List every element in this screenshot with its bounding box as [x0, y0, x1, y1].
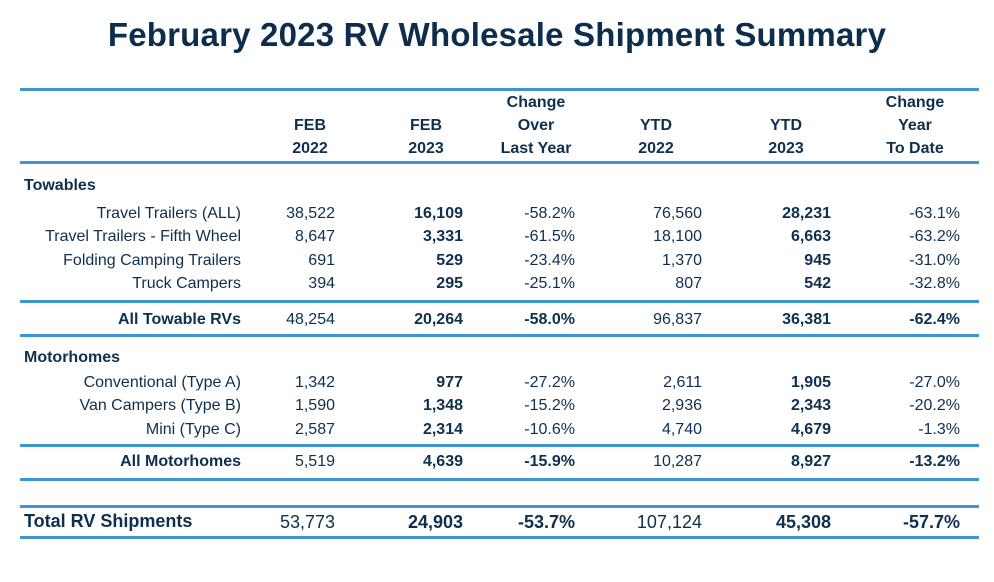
table-cell: -15.2% — [524, 397, 575, 414]
column-header: Year — [898, 117, 932, 134]
table-cell: 8,647 — [294, 228, 335, 245]
subtotal-cell: 10,287 — [653, 453, 702, 470]
table-cell: -10.6% — [524, 421, 575, 438]
section-heading: Towables — [24, 177, 96, 194]
row-label: Travel Trailers (ALL) — [96, 205, 241, 222]
subtotal-cell: -62.4% — [909, 311, 960, 328]
table-cell: -20.2% — [909, 397, 960, 414]
table-cell: 945 — [804, 252, 831, 269]
table-cell: -63.2% — [909, 228, 960, 245]
subtotal-cell: 5,519 — [294, 453, 335, 470]
column-header: 2022 — [292, 140, 328, 157]
row-label: Truck Campers — [132, 275, 241, 292]
towables-subtotal-top-rule — [20, 300, 979, 303]
towables-subtotal-bottom-rule — [20, 334, 979, 337]
subtotal-label: All Towable RVs — [118, 311, 241, 328]
subtotal-cell: 4,639 — [422, 453, 463, 470]
table-cell: -27.0% — [909, 374, 960, 391]
row-label: Conventional (Type A) — [83, 374, 241, 391]
subtotal-label: All Motorhomes — [120, 453, 241, 470]
table-cell: 2,314 — [422, 421, 463, 438]
column-header: YTD — [770, 117, 802, 134]
column-header: FEB — [410, 117, 442, 134]
row-label: Folding Camping Trailers — [63, 252, 241, 269]
row-label: Mini (Type C) — [145, 421, 241, 438]
column-header: Change — [506, 94, 566, 111]
grand-total-cell: -53.7% — [517, 512, 575, 532]
grand-total-cell: 45,308 — [775, 512, 831, 532]
table-cell: 295 — [436, 275, 463, 292]
column-header: YTD — [640, 117, 672, 134]
table-cell: 18,100 — [653, 228, 702, 245]
grand-total-label: Total RV Shipments — [24, 511, 193, 531]
table-cell: 529 — [436, 252, 463, 269]
row-label: Travel Trailers - Fifth Wheel — [45, 228, 241, 245]
table-cell: -1.3% — [918, 421, 960, 438]
subtotal-cell: 8,927 — [790, 453, 831, 470]
table-cell: -58.2% — [524, 205, 575, 222]
subtotal-cell: 48,254 — [286, 311, 335, 328]
grand-total-cell: -57.7% — [902, 512, 960, 532]
subtotal-cell: -13.2% — [909, 453, 960, 470]
table-cell: 2,343 — [790, 397, 831, 414]
table-cell: 3,331 — [422, 228, 463, 245]
table-cell: 4,740 — [661, 421, 702, 438]
column-header: Change — [885, 94, 945, 111]
table-cell: -61.5% — [524, 228, 575, 245]
subtotal-cell: -15.9% — [524, 453, 575, 470]
motorhomes-subtotal-top-rule — [20, 444, 979, 447]
table-cell: 2,936 — [661, 397, 702, 414]
table-cell: 2,587 — [294, 421, 335, 438]
table-cell: 2,611 — [663, 374, 702, 391]
table-cell: -27.2% — [524, 374, 575, 391]
table-cell: 6,663 — [790, 228, 831, 245]
table-cell: 977 — [436, 374, 463, 391]
subtotal-cell: 20,264 — [414, 311, 463, 328]
column-header: Last Year — [500, 140, 572, 157]
table-cell: -32.8% — [909, 275, 960, 292]
section-heading: Motorhomes — [24, 349, 120, 366]
header-bottom-rule — [20, 161, 979, 164]
table-cell: 1,370 — [661, 252, 702, 269]
grand-total-cell: 24,903 — [407, 512, 463, 532]
table-cell: 28,231 — [782, 205, 831, 222]
table-cell: 1,590 — [294, 397, 335, 414]
table-cell: 16,109 — [414, 205, 463, 222]
grand-total-cell: 53,773 — [279, 512, 335, 532]
table-cell: 691 — [308, 252, 335, 269]
motorhomes-subtotal-bottom-rule — [20, 478, 979, 481]
table-cell: 1,342 — [294, 374, 335, 391]
subtotal-cell: -58.0% — [524, 311, 575, 328]
table-cell: -31.0% — [909, 252, 960, 269]
table-cell: -63.1% — [909, 205, 960, 222]
subtotal-cell: 96,837 — [653, 311, 702, 328]
column-header: 2022 — [638, 140, 674, 157]
grand-total-top-rule — [20, 505, 979, 508]
grand-total-cell: 107,124 — [636, 512, 702, 532]
column-header: FEB — [294, 117, 326, 134]
subtotal-cell: 36,381 — [782, 311, 831, 328]
column-header: 2023 — [768, 140, 804, 157]
grand-total-bottom-rule — [20, 536, 979, 539]
table-cell: 38,522 — [286, 205, 335, 222]
column-header: To Date — [886, 140, 944, 157]
column-header: Over — [517, 117, 555, 134]
table-cell: 542 — [804, 275, 831, 292]
page-title: February 2023 RV Wholesale Shipment Summ… — [107, 16, 887, 53]
table-cell: 1,348 — [422, 397, 463, 414]
row-label: Van Campers (Type B) — [79, 397, 241, 414]
table-cell: -25.1% — [524, 275, 575, 292]
column-header: 2023 — [408, 140, 444, 157]
table-top-rule — [20, 88, 979, 91]
table-cell: 1,905 — [790, 374, 831, 391]
table-cell: 76,560 — [653, 205, 702, 222]
table-cell: 4,679 — [790, 421, 831, 438]
table-cell: 394 — [308, 275, 335, 292]
table-cell: 807 — [675, 275, 702, 292]
table-cell: -23.4% — [524, 252, 575, 269]
